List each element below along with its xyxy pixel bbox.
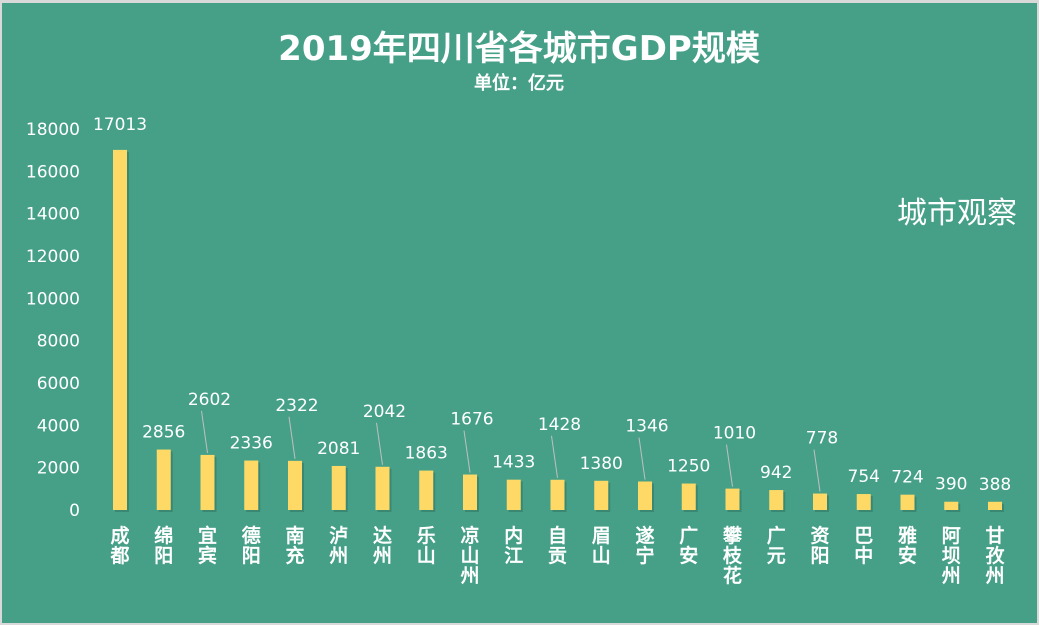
y-tick-label: 16000	[26, 162, 80, 182]
data-label: 2081	[317, 439, 360, 459]
x-category-label: 泸州	[329, 525, 348, 567]
bar	[769, 490, 784, 510]
data-label: 1250	[667, 457, 710, 477]
bar	[856, 494, 871, 510]
bar	[288, 460, 302, 510]
bar	[944, 501, 959, 510]
data-label: 778	[806, 429, 838, 449]
y-tick-label: 4000	[37, 416, 80, 436]
data-label: 390	[935, 475, 967, 495]
leader-line	[726, 444, 733, 487]
x-category-label: 资阳	[810, 524, 829, 567]
data-label: 1676	[450, 410, 493, 430]
bar	[638, 481, 652, 510]
x-category-label: 凉山州	[460, 524, 479, 587]
data-label: 942	[760, 463, 792, 483]
x-category-label: 自贡	[548, 524, 567, 567]
data-label: 1863	[405, 444, 448, 464]
chart-title: 2019年四川省各城市GDP规模	[278, 29, 760, 69]
bar	[156, 449, 171, 510]
bar	[813, 493, 827, 510]
x-category-label: 巴中	[854, 525, 873, 567]
bar	[463, 474, 477, 510]
bar	[375, 466, 390, 510]
y-tick-label: 12000	[26, 247, 80, 267]
bar	[419, 470, 434, 510]
x-category-label: 遂宁	[635, 524, 654, 567]
bar	[725, 488, 740, 510]
x-category-label: 雅安	[898, 525, 917, 567]
chart-area: 2019年四川省各城市GDP规模 单位：亿元 0 2000 4000 6000 8000…	[2, 3, 1037, 623]
data-label: 2336	[230, 434, 273, 454]
x-category-label: 绵阳	[154, 524, 173, 567]
x-category-label: 南充	[285, 525, 304, 567]
x-category-label: 成都	[109, 524, 129, 567]
y-tick-label: 10000	[26, 289, 80, 309]
bar	[988, 501, 1002, 510]
data-label: 17013	[93, 115, 147, 135]
data-label: 1010	[713, 424, 756, 444]
y-tick-label: 2000	[37, 459, 80, 479]
x-category-label: 阿坝州	[942, 525, 961, 587]
x-category-label: 达州	[373, 524, 392, 567]
x-category-label: 攀枝花	[723, 524, 743, 587]
leader-line	[551, 435, 558, 478]
bar	[506, 479, 521, 510]
bar	[113, 149, 127, 511]
data-label: 1433	[492, 453, 535, 473]
data-label: 1346	[625, 417, 668, 437]
leader-line	[813, 449, 821, 492]
data-label: 2856	[142, 423, 185, 443]
x-category-label: 广元	[767, 524, 786, 567]
leader-line	[376, 422, 383, 465]
leader-line	[201, 410, 208, 453]
x-category-label: 眉山	[592, 525, 611, 567]
x-category-label: 甘孜州	[985, 525, 1005, 587]
y-tick-label: 6000	[37, 374, 80, 394]
bar	[550, 479, 565, 510]
bar	[200, 454, 215, 510]
x-category-label: 内江	[504, 524, 523, 567]
data-label: 754	[848, 467, 880, 487]
y-tick-label: 0	[69, 501, 80, 521]
chart-subtitle: 单位：亿元	[474, 72, 564, 94]
leader-line	[638, 437, 646, 480]
y-tick-label: 18000	[26, 120, 80, 140]
x-category-label: 广安	[679, 524, 698, 567]
x-category-label: 宜宾	[198, 524, 217, 567]
bar	[331, 465, 346, 510]
bar	[594, 480, 609, 510]
watermark: 城市观察	[897, 196, 1017, 231]
bar	[244, 460, 259, 510]
bar	[681, 483, 696, 510]
data-label: 2602	[188, 390, 231, 410]
data-label: 2042	[363, 402, 406, 422]
leader-line	[288, 416, 296, 459]
data-label: 388	[979, 475, 1011, 495]
bar	[900, 494, 915, 510]
x-category-label: 乐山	[417, 525, 436, 567]
y-tick-label: 8000	[37, 332, 80, 352]
leader-line	[463, 430, 471, 473]
x-category-label: 德阳	[242, 524, 261, 567]
data-label: 724	[891, 468, 923, 488]
data-label: 1428	[538, 415, 581, 435]
y-tick-label: 14000	[26, 205, 80, 225]
data-label: 1380	[580, 454, 623, 474]
data-label: 2322	[275, 396, 318, 416]
bar-chart: 2019年四川省各城市GDP规模 单位：亿元 0 2000 4000 6000 8000…	[26, 29, 1017, 587]
